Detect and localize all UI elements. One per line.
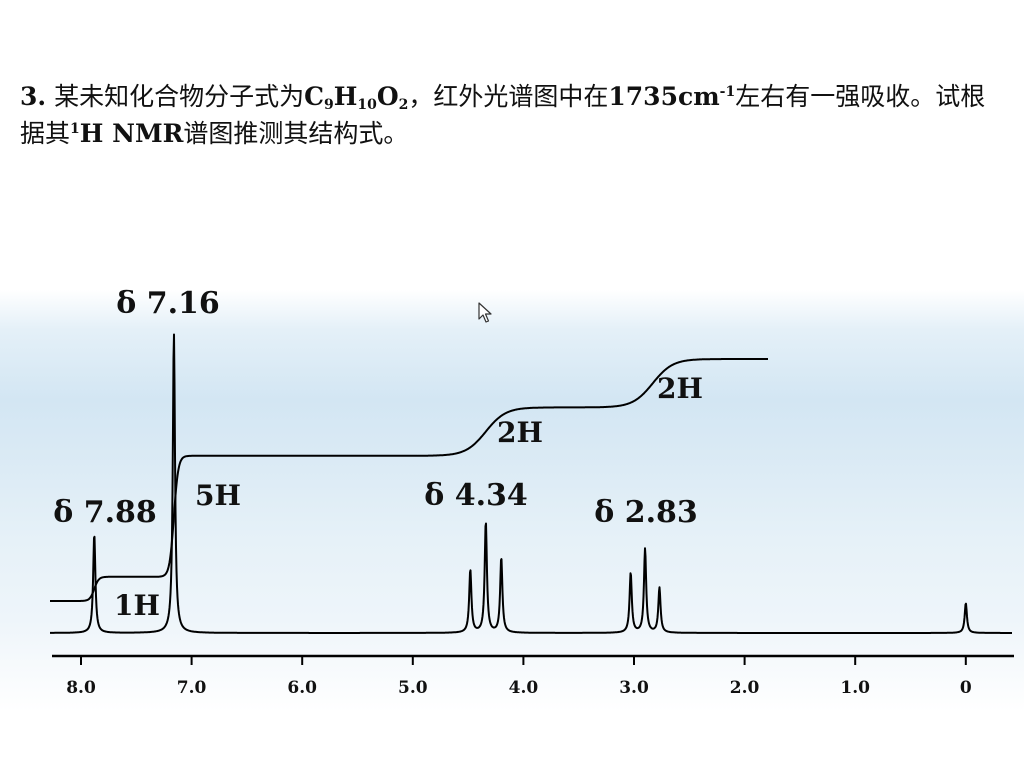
nmr-label: 1H NMR [70,119,184,148]
integration-label: 2H [657,372,703,405]
integration-label: 1H [114,589,160,622]
x-tick-label: 2.0 [730,678,760,698]
question-number: 3. [20,82,47,111]
x-tick-label: 5.0 [398,678,428,698]
peak-shift-label: δ 7.16 [116,286,220,321]
integration-label: 2H [497,416,543,449]
question-part1: 某未知化合物分子式为 [54,82,305,111]
x-tick-label: 6.0 [287,678,317,698]
x-tick-label: 8.0 [66,678,96,698]
question-part3: 左右有一强吸收。试根据其 [20,82,986,148]
peak-shift-label: δ 7.88 [53,495,157,530]
x-tick-label: 0 [960,678,972,698]
question-part2: ，红外光谱图中在 [408,82,609,111]
question-part4: 谱图推测其结构式。 [183,119,409,148]
x-tick-label: 3.0 [619,678,649,698]
ir-wavenumber: 1735cm-1 [608,82,736,111]
x-tick-label: 4.0 [509,678,539,698]
x-tick-label: 1.0 [840,678,870,698]
question-text: 3. 某未知化合物分子式为C9H10O2，红外光谱图中在1735cm-1左右有一… [20,78,1010,152]
peak-shift-label: δ 2.83 [594,495,698,530]
x-tick-label: 7.0 [177,678,207,698]
spectrum-trace [49,333,1013,634]
integration-label: 5H [195,479,241,512]
molecular-formula: C9H10O2 [304,82,409,113]
mouse-cursor-icon [478,302,492,323]
integration-curve [49,358,769,602]
peak-shift-label: δ 4.34 [424,478,528,513]
